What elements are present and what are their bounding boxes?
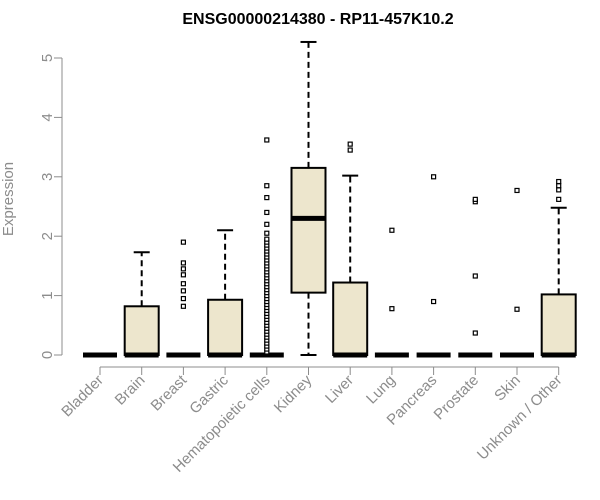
box-group (290, 40, 327, 356)
outlier-point (264, 183, 270, 189)
box-group (332, 141, 369, 358)
box-group (123, 251, 160, 358)
outlier-point (264, 230, 270, 236)
outlier-point (180, 260, 186, 266)
outlier-point (514, 187, 520, 194)
y-tick-label: 1 (39, 291, 56, 299)
outlier-point (472, 330, 478, 336)
outlier-point (264, 221, 270, 227)
outlier-point (556, 187, 562, 193)
x-tick-label: Brain (112, 372, 149, 409)
chart-title: ENSG00000214380 - RP11-457K10.2 (182, 11, 453, 28)
outlier-point (431, 174, 437, 180)
outlier-point (264, 209, 270, 216)
iqr-box (207, 298, 244, 356)
outlier-point (347, 147, 353, 153)
outlier-point (347, 141, 353, 147)
y-tick-label: 4 (39, 113, 56, 121)
outlier-point (472, 196, 478, 202)
outlier-point (556, 196, 562, 202)
iqr-box (123, 305, 160, 356)
plot-area (83, 40, 577, 358)
x-tick-label: Lung (363, 372, 399, 408)
box-group (540, 178, 577, 358)
outlier-point (180, 272, 186, 278)
outlier-point (180, 288, 186, 294)
outlier-point (556, 183, 562, 189)
outlier-point (180, 281, 186, 287)
x-tick-label: Prostate (431, 372, 483, 424)
outlier-point (264, 194, 270, 201)
x-tick-label: Bladder (58, 372, 107, 421)
y-tick-label: 3 (39, 173, 56, 181)
outlier-point (180, 266, 186, 272)
outlier-point (264, 137, 270, 143)
box-group (249, 137, 284, 358)
outlier-point (472, 273, 478, 279)
iqr-box (332, 281, 369, 357)
box-group (416, 174, 451, 358)
box-group (374, 227, 409, 358)
box-group (207, 229, 244, 358)
outlier-point (389, 227, 395, 233)
outlier-point (389, 306, 395, 312)
outlier-point (264, 236, 270, 242)
box-group (500, 187, 534, 358)
box-group (458, 196, 493, 358)
outlier-point (180, 303, 186, 309)
y-axis: 0 1 2 3 4 5 (39, 54, 63, 359)
x-tick-label: Kidney (271, 371, 316, 416)
outlier-point (431, 298, 437, 305)
outlier-point (180, 239, 186, 245)
outlier-point (180, 295, 186, 302)
outlier-point (556, 178, 562, 185)
x-tick-label: Skin (491, 372, 524, 405)
y-tick-label: 2 (39, 232, 56, 240)
box-group (166, 239, 201, 358)
iqr-box (290, 166, 327, 294)
y-tick-label: 5 (39, 54, 56, 62)
iqr-box (540, 293, 577, 356)
y-axis-title: Expression (0, 162, 17, 236)
x-tick-label: Liver (322, 372, 357, 407)
x-tick-label: Breast (148, 371, 191, 414)
y-tick-label: 0 (39, 351, 56, 359)
outlier-point (514, 306, 520, 312)
